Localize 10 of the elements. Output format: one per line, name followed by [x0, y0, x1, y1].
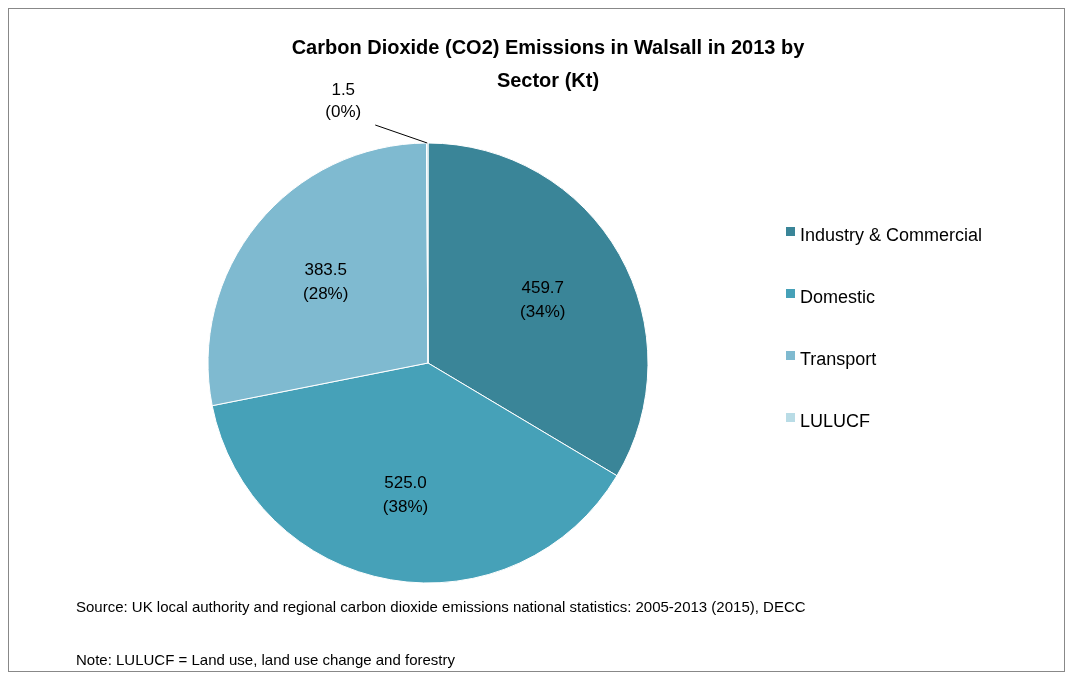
data-label: 1.5 (0%) [325, 80, 362, 121]
legend-label: Transport [800, 348, 877, 369]
text: Note: LULUCF = Land use, land use change and forestry [76, 651, 456, 668]
legend-label: LULUCF [800, 410, 871, 431]
legend-label: Domestic [800, 286, 876, 307]
data-label: 383.5 (28%) [303, 259, 349, 303]
data-label: 459.7 (34%) [520, 277, 566, 321]
legend-label: Industry & Commercial [800, 224, 983, 245]
source-note: Source: UK local authority and regional carbon dioxide emissions national statistics: 2005-2013 (2015), DECC [76, 598, 806, 615]
data-label: 525.0 (38%) [382, 473, 429, 517]
